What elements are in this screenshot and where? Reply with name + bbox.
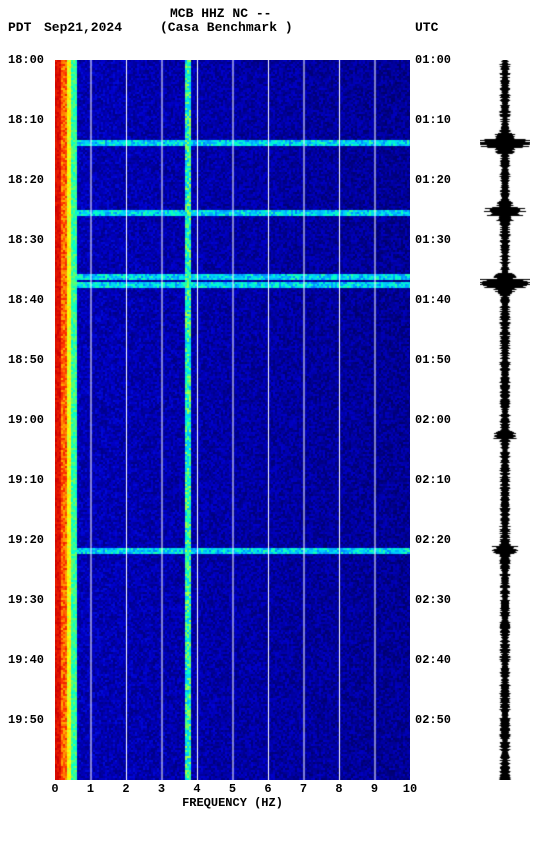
ytick-left: 19:30 [8, 593, 44, 607]
xtick: 10 [403, 782, 417, 796]
xtick: 5 [229, 782, 236, 796]
ytick-left: 18:50 [8, 353, 44, 367]
xtick: 8 [335, 782, 342, 796]
ytick-left: 19:20 [8, 533, 44, 547]
ytick-right: 01:10 [415, 113, 451, 127]
ytick-left: 18:40 [8, 293, 44, 307]
header: PDT Sep21,2024 MCB HHZ NC -- (Casa Bench… [0, 0, 552, 40]
spectrogram [55, 60, 410, 780]
y-axis-left: 18:0018:1018:2018:3018:4018:5019:0019:10… [0, 60, 50, 780]
xtick: 6 [264, 782, 271, 796]
ytick-left: 19:00 [8, 413, 44, 427]
ytick-left: 18:10 [8, 113, 44, 127]
ytick-right: 01:30 [415, 233, 451, 247]
tz-left-label: PDT [8, 20, 31, 35]
ytick-right: 02:50 [415, 713, 451, 727]
xtick: 1 [87, 782, 94, 796]
ytick-right: 01:40 [415, 293, 451, 307]
spectrogram-canvas [55, 60, 410, 780]
ytick-right: 01:50 [415, 353, 451, 367]
xtick: 9 [371, 782, 378, 796]
ytick-right: 02:10 [415, 473, 451, 487]
station-line: MCB HHZ NC -- [170, 6, 271, 21]
y-axis-right: 01:0001:1001:2001:3001:4001:5002:0002:10… [415, 60, 460, 780]
ytick-right: 02:40 [415, 653, 451, 667]
ytick-left: 18:30 [8, 233, 44, 247]
waveform [480, 60, 530, 780]
xtick: 7 [300, 782, 307, 796]
xtick: 2 [122, 782, 129, 796]
tz-right-label: UTC [415, 20, 438, 35]
ytick-right: 01:20 [415, 173, 451, 187]
x-axis-title: FREQUENCY (HZ) [55, 796, 410, 810]
ytick-left: 19:50 [8, 713, 44, 727]
ytick-right: 02:20 [415, 533, 451, 547]
xtick: 3 [158, 782, 165, 796]
ytick-left: 19:10 [8, 473, 44, 487]
ytick-right: 02:00 [415, 413, 451, 427]
date-label: Sep21,2024 [44, 20, 122, 35]
ytick-left: 18:20 [8, 173, 44, 187]
ytick-right: 02:30 [415, 593, 451, 607]
xtick: 4 [193, 782, 200, 796]
waveform-canvas [480, 60, 530, 780]
ytick-left: 19:40 [8, 653, 44, 667]
ytick-right: 01:00 [415, 53, 451, 67]
xtick: 0 [51, 782, 58, 796]
ytick-left: 18:00 [8, 53, 44, 67]
station-sub: (Casa Benchmark ) [160, 20, 293, 35]
